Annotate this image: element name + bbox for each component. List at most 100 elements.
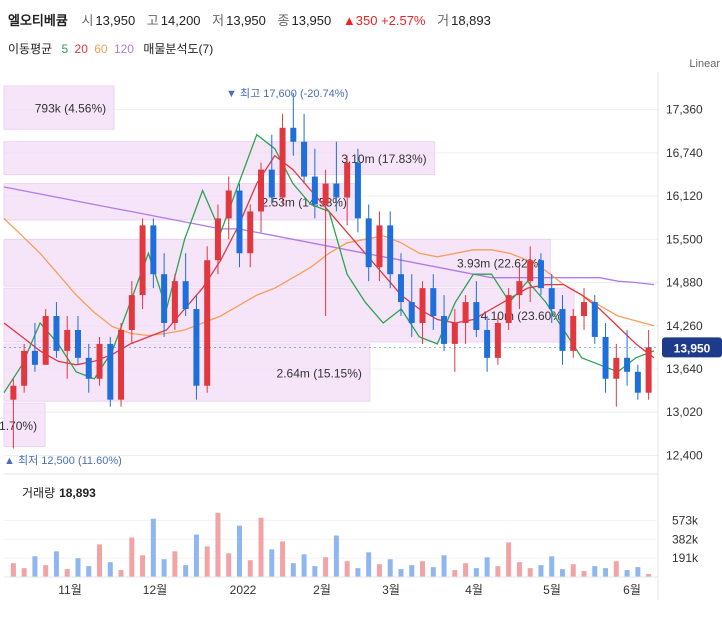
y-tick-label: 14,260 [666,319,703,333]
candle-body [193,309,200,386]
volume-bar [32,556,38,577]
volume-bar [247,560,253,577]
volume-bar [538,565,544,577]
volume-bar [635,567,641,577]
candle-body [31,350,38,365]
candle-body [602,336,609,379]
candle-body [408,302,415,323]
candle-body [171,281,178,323]
candle-body [333,183,340,198]
candle-body [591,302,598,337]
candle-body [441,316,448,344]
volume-bar [280,541,286,577]
candle-body [74,329,81,358]
candle-body [419,288,426,323]
volume-profile-label[interactable]: 매물분석도(7) [143,42,214,56]
candle-body [322,183,329,205]
candle-body [559,309,566,351]
high-value: 14,200 [160,13,201,28]
volume-profile-label: 3.93m (22.62%) [457,257,542,271]
open-label: 시 [81,13,94,28]
candle-body [225,190,232,219]
ma5-label: 5 [61,42,69,56]
y-tick-label: 15,500 [666,232,703,246]
low-annotation: ▲ 최저 12,500 (11.60%) [4,454,122,467]
x-tick-label: 2022 [230,583,257,597]
close-label: 종 [277,13,290,28]
volume-bar [172,551,178,577]
volume-bar [312,566,318,577]
volume-bar [376,564,382,577]
candle-body [204,260,211,386]
candle-body [182,281,189,310]
current-price-label: 13,950 [674,341,711,355]
candle-body [537,260,544,289]
y-tick-label: 13,640 [666,362,703,376]
y-tick-label: 16,740 [666,146,703,160]
y-tick-label: 14,880 [666,276,703,290]
low-value: 13,950 [226,13,266,28]
candle-body [214,218,221,261]
volume-bar [21,568,27,577]
candle-body [128,295,135,330]
candle-body [548,288,555,310]
volume-bar [10,563,16,577]
volume-bar [463,563,469,577]
candle-body [462,302,469,323]
candle-body [161,274,168,323]
scale-type-toggle[interactable]: Linear [689,58,720,70]
volume-profile-bar [3,85,115,130]
x-tick-label: 6월 [623,583,641,597]
volume-bar [624,570,630,577]
volume-bar [570,564,576,577]
volume-bar [581,571,587,577]
volume-bar [97,544,103,577]
volume-profile-bar [3,238,551,287]
volume-bar [603,568,609,577]
volume-bar [323,557,329,577]
candle-body [344,162,351,198]
current-price-tag [662,337,722,358]
candle-body [247,211,254,254]
change-value: ▲350 +2.57% [342,13,426,28]
volume-bar [646,574,652,577]
volume-bar [473,568,479,577]
candle-body [139,225,146,296]
volume-bar [150,518,156,577]
volume-bar [559,569,565,577]
ma60-label: 60 [94,42,108,56]
candle-body [505,295,512,323]
ma-label[interactable]: 이동평균 [8,42,53,56]
volume-bar [516,562,522,577]
x-tick-label: 3월 [382,583,400,597]
stock-header: 엘오티베큠 시 13,950 고 14,200 저 13,950 종 13,950 ▲3… [8,10,499,29]
volume-bar [344,561,350,577]
volume-bar [333,535,339,577]
x-tick-label: 12월 [143,583,167,597]
volume-bar [290,563,296,577]
candle-body [150,225,157,275]
volume-bar [549,556,555,577]
candle-body [645,347,652,393]
volume-tick-label: 382k [672,532,699,546]
candle-body [268,169,275,198]
volume-panel-title: 거래량 18,893 [22,484,96,501]
volume-bar [452,570,458,577]
volume-profile-bar [3,141,436,176]
open-value: 13,950 [95,13,136,28]
volume-value: 18,893 [451,13,491,28]
volume-bar [301,554,307,577]
volume-bar [592,566,598,577]
y-tick-label: 13,020 [666,405,703,419]
low-label: 저 [212,13,225,28]
indicator-legend: 이동평균 5 20 60 120 매물분석도(7) [8,40,219,57]
high-annotation: ▼ 최고 17,600 (-20.74%) [226,87,348,100]
volume-profile-label: 793k (4.56%) [35,102,106,116]
x-tick-label: 11월 [58,583,82,597]
volume-bar [398,569,404,577]
candle-body [376,225,383,268]
volume-bar [355,568,361,577]
volume-bar [75,558,81,577]
candle-body [581,302,588,317]
